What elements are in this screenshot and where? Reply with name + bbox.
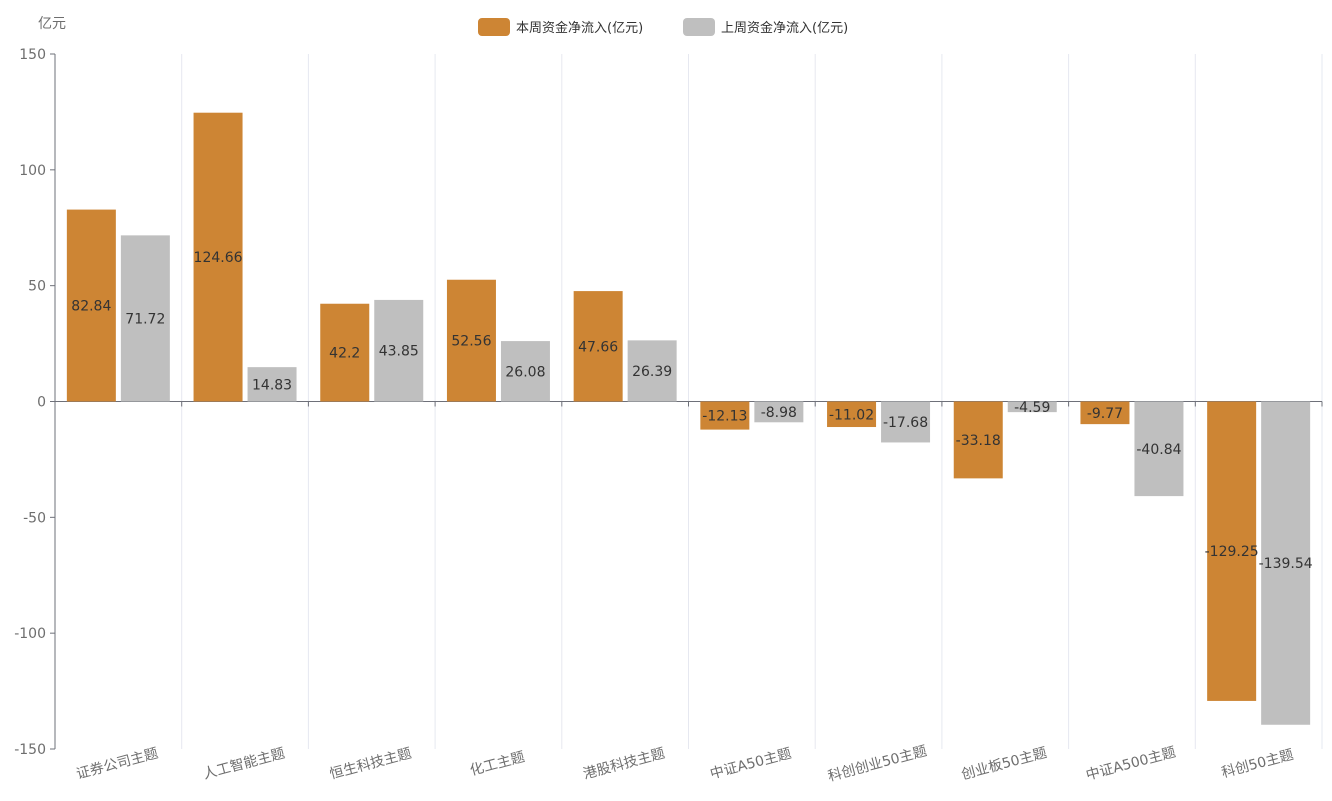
data-label: -129.25 [1205, 544, 1259, 560]
x-category-label: 化工主题 [468, 749, 526, 779]
bar-last-week[interactable] [1007, 401, 1057, 413]
data-label: 124.66 [194, 250, 243, 266]
bar-last-week[interactable] [627, 340, 677, 402]
bar-this-week[interactable] [446, 279, 496, 402]
bar-last-week[interactable] [120, 235, 170, 402]
bar-this-week[interactable] [827, 401, 877, 428]
y-tick-label: 50 [28, 279, 46, 295]
data-label: -40.84 [1136, 442, 1181, 458]
bar-last-week[interactable] [1134, 401, 1184, 497]
x-category-label: 科创创业50主题 [826, 743, 928, 785]
x-category-label: 港股科技主题 [581, 746, 666, 783]
y-tick-label: 0 [37, 395, 46, 411]
data-label: -4.59 [1014, 400, 1050, 416]
data-label: 42.2 [329, 346, 360, 362]
label-layer: 82.84 124.66 42.2 52.56 47.66 -12.13 -11.02 -33… [71, 250, 1312, 572]
data-label: 43.85 [379, 344, 419, 360]
data-label: 26.39 [632, 364, 672, 380]
data-label: 47.66 [578, 339, 618, 355]
x-category-label: 中证A500主题 [1084, 744, 1177, 783]
y-axis-unit: 亿元 [38, 16, 66, 32]
bar-this-week[interactable] [320, 303, 370, 402]
data-label: -11.02 [829, 407, 874, 423]
bar-layer [66, 112, 1311, 725]
legend-label: 本周资金净流入(亿元) [516, 20, 643, 36]
x-category-label: 人工智能主题 [201, 746, 286, 783]
bar-this-week[interactable] [1207, 401, 1257, 701]
legend-item-last-week[interactable]: 上周资金净流入(亿元) [683, 18, 848, 36]
x-category-label: 恒生科技主题 [328, 746, 413, 783]
x-category-label: 科创50主题 [1220, 747, 1295, 782]
bar-this-week[interactable] [66, 209, 116, 402]
bar-last-week[interactable] [1261, 401, 1311, 725]
data-label: -12.13 [702, 409, 747, 425]
legend-label: 上周资金净流入(亿元) [721, 20, 848, 36]
data-label: 71.72 [125, 311, 165, 327]
x-category-label: 创业板50主题 [960, 745, 1049, 783]
bar-last-week[interactable] [374, 299, 424, 402]
bar-this-week[interactable] [953, 401, 1003, 479]
x-category-label: 证券公司主题 [75, 746, 160, 783]
bar-last-week[interactable] [247, 367, 297, 402]
data-label: -17.68 [883, 415, 928, 431]
bar-last-week[interactable] [500, 341, 550, 402]
legend[interactable]: 本周资金净流入(亿元) 上周资金净流入(亿元) [478, 18, 848, 36]
data-label: 52.56 [451, 334, 491, 350]
x-category-label: 中证A50主题 [708, 746, 793, 783]
data-label: 26.08 [505, 364, 545, 380]
legend-swatch [683, 18, 715, 36]
legend-swatch [478, 18, 510, 36]
y-tick-label: -50 [23, 510, 46, 526]
data-label: -139.54 [1259, 556, 1313, 572]
y-tick-label: -100 [14, 626, 46, 642]
bar-this-week[interactable] [573, 291, 623, 402]
y-tick-label: 100 [19, 163, 46, 179]
bar-this-week[interactable] [1080, 401, 1130, 425]
data-label: -33.18 [956, 433, 1001, 449]
data-label: 82.84 [71, 299, 111, 315]
legend-item-this-week[interactable]: 本周资金净流入(亿元) [478, 18, 643, 36]
bar-last-week[interactable] [881, 401, 931, 443]
data-label: -9.77 [1087, 406, 1123, 422]
data-label: 14.83 [252, 377, 292, 393]
y-tick-label: 150 [19, 47, 46, 63]
bar-this-week[interactable] [700, 401, 750, 430]
bar-this-week[interactable] [193, 112, 243, 402]
y-tick-label: -150 [14, 742, 46, 758]
bar-last-week[interactable] [754, 401, 804, 423]
data-label: -8.98 [761, 405, 797, 421]
